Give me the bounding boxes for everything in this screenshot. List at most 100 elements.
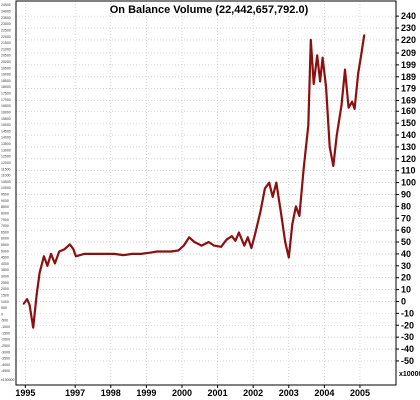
left-tick-label: 5500 <box>1 243 9 247</box>
chart-title: On Balance Volume (22,442,657,792.0) <box>110 4 309 16</box>
data-point <box>347 106 350 109</box>
data-point <box>58 250 61 253</box>
data-point <box>46 264 49 267</box>
left-tick-label: -3500 <box>1 357 10 361</box>
data-point <box>234 239 237 242</box>
data-point <box>28 304 31 306</box>
right-tick-label: 150 <box>401 118 416 128</box>
left-tick-label: 7000 <box>1 224 9 228</box>
left-tick-label: 6000 <box>1 237 9 241</box>
right-tick-label: 169 <box>401 96 416 106</box>
right-tick-label: -20 <box>401 320 414 330</box>
left-tick-label: 21500 <box>1 41 11 45</box>
data-point <box>131 253 134 255</box>
left-multiplier-label: x100000 <box>1 378 14 382</box>
right-tick-label: 80 <box>401 201 411 211</box>
left-tick-label: -1000 <box>1 325 10 329</box>
data-point <box>177 249 180 252</box>
left-tick-label: 3500 <box>1 268 9 272</box>
data-point <box>250 247 253 249</box>
data-point <box>230 235 233 238</box>
data-point <box>264 187 266 190</box>
data-point <box>243 244 246 247</box>
right-tick-label: 110 <box>401 166 416 176</box>
left-tick-label: 10000 <box>1 186 11 190</box>
data-point <box>35 293 38 296</box>
left-tick-label: 21000 <box>1 47 11 51</box>
right-tick-label: 0 <box>401 296 406 306</box>
data-point <box>182 244 185 247</box>
data-point <box>170 250 173 253</box>
left-tick-label: 15500 <box>1 117 11 121</box>
right-multiplier-label: x100000 <box>399 371 420 378</box>
data-point <box>280 211 282 214</box>
left-tick-label: 8500 <box>1 205 9 209</box>
data-point <box>312 83 315 85</box>
left-tick-label: 1000 <box>1 300 9 304</box>
data-point <box>275 181 278 184</box>
left-tick-label: 11000 <box>1 174 11 178</box>
left-tick-label: 14000 <box>1 136 11 140</box>
right-tick-label: 120 <box>401 154 416 164</box>
x-tick-label: 2001 <box>208 388 228 398</box>
plot-frame <box>15 0 397 386</box>
data-point <box>163 250 166 253</box>
right-tick-label: -10 <box>401 308 414 318</box>
left-tick-label: 15000 <box>1 123 11 127</box>
x-tick-label: 2004 <box>314 388 334 398</box>
left-tick-label: -1500 <box>1 331 10 335</box>
x-axis-labels: 1995 1997 1998 1999 2000 2001 2002 2003 2004 2005 <box>15 388 370 398</box>
data-point <box>75 255 77 258</box>
x-tick-label: 1997 <box>65 388 85 398</box>
right-tick-label: 100 <box>401 178 416 188</box>
x-tick-label: 1998 <box>101 388 121 398</box>
left-tick-label: -4000 <box>1 363 10 367</box>
data-point <box>307 124 310 127</box>
data-point <box>302 167 305 170</box>
data-point <box>238 231 240 234</box>
data-point <box>149 251 151 254</box>
data-point <box>63 248 66 251</box>
data-point <box>113 253 116 255</box>
right-tick-label: 209 <box>401 48 416 58</box>
right-tick-label: 189 <box>401 72 416 82</box>
data-point <box>122 254 125 256</box>
data-point <box>259 211 262 214</box>
left-tick-label: -500 <box>1 319 8 323</box>
data-point <box>54 262 56 265</box>
left-tick-label: 3000 <box>1 275 9 279</box>
data-point <box>213 244 215 247</box>
data-point <box>188 236 191 239</box>
left-tick-label: 22500 <box>1 28 11 32</box>
left-tick-label: -2000 <box>1 338 10 342</box>
right-tick-label: -50 <box>401 356 414 366</box>
series-line <box>22 35 366 329</box>
right-tick-label: 60 <box>401 225 411 235</box>
left-tick-label: 0 <box>1 312 3 316</box>
data-point <box>357 72 360 75</box>
data-point <box>225 238 228 241</box>
data-point <box>246 236 249 239</box>
left-tick-label: 18500 <box>1 79 11 83</box>
left-tick-label: 24000 <box>1 10 11 14</box>
left-tick-label: 8000 <box>1 211 9 215</box>
data-point <box>140 253 142 255</box>
data-point <box>32 326 35 329</box>
data-point <box>207 241 210 243</box>
data-point <box>360 50 363 53</box>
data-point <box>325 86 327 89</box>
data-point <box>193 241 196 243</box>
right-tick-label: 199 <box>401 60 416 70</box>
left-tick-label: 24500 <box>1 3 11 7</box>
right-tick-label: 40 <box>401 249 411 259</box>
right-tick-label: -40 <box>401 344 414 354</box>
data-point <box>332 165 335 167</box>
x-tick-label: 2003 <box>279 388 299 398</box>
left-tick-label: 4000 <box>1 262 9 266</box>
left-tick-label: -4500 <box>1 369 10 373</box>
data-point <box>268 181 271 184</box>
left-tick-label: 7500 <box>1 218 9 222</box>
data-point <box>309 39 312 41</box>
right-tick-label: 179 <box>401 84 416 94</box>
